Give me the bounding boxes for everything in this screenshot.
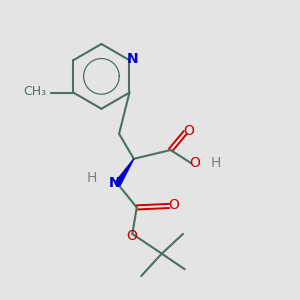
- Text: H: H: [210, 156, 220, 170]
- Text: N: N: [127, 52, 138, 66]
- Text: N: N: [109, 176, 121, 190]
- Text: O: O: [168, 198, 179, 212]
- Text: O: O: [183, 124, 194, 138]
- Text: O: O: [126, 229, 137, 243]
- Polygon shape: [115, 159, 134, 185]
- Text: CH₃: CH₃: [24, 85, 47, 98]
- Text: H: H: [86, 171, 97, 185]
- Text: O: O: [189, 156, 200, 170]
